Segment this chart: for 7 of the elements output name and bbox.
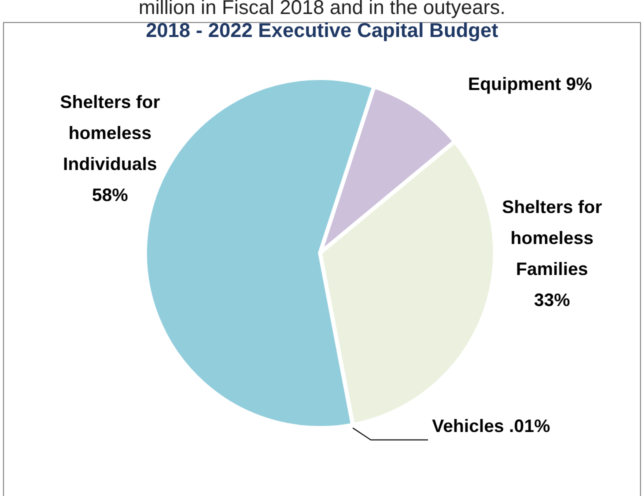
data-label: 33% bbox=[534, 290, 570, 310]
data-label: 58% bbox=[92, 185, 128, 205]
slice-label: Vehicles .01% bbox=[432, 416, 550, 436]
chart-title: 2018 - 2022 Executive Capital Budget bbox=[144, 20, 500, 43]
slice-label: Shelters for homeless Individuals bbox=[60, 92, 160, 174]
slice-label: Equipment 9% bbox=[468, 74, 592, 94]
slice-label: Shelters for homeless Families bbox=[502, 197, 602, 279]
